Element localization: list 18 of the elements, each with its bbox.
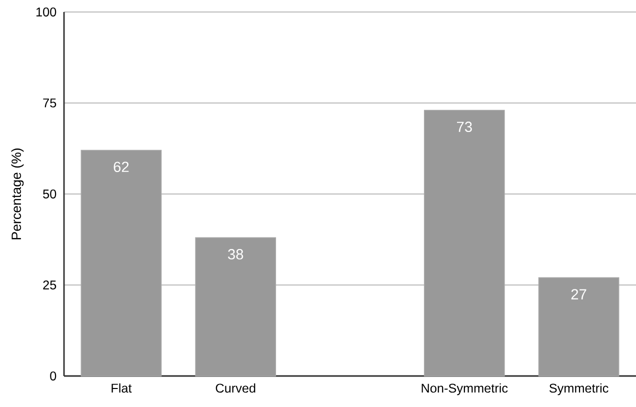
y-tick-label: 50 <box>43 190 56 198</box>
x-tick-label: Curved <box>216 383 256 393</box>
data-label: 62 <box>114 162 129 172</box>
bar <box>195 237 276 376</box>
x-tick-label: Flat <box>112 383 132 393</box>
x-tick-label: Symmetric <box>549 383 608 396</box>
bar <box>538 277 620 376</box>
y-tick-label: 0 <box>50 372 56 380</box>
bar <box>80 150 162 376</box>
y-tick-label: 100 <box>36 8 56 16</box>
x-tick-label: Non-Symmetric <box>422 383 508 396</box>
bar <box>424 110 505 376</box>
y-tick-label: 25 <box>43 280 56 290</box>
y-axis-title: Percentage (%) <box>11 148 24 240</box>
data-label: 73 <box>456 122 472 132</box>
data-label: 38 <box>228 249 244 260</box>
data-label: 27 <box>571 289 586 300</box>
y-tick-label: 75 <box>43 98 56 108</box>
